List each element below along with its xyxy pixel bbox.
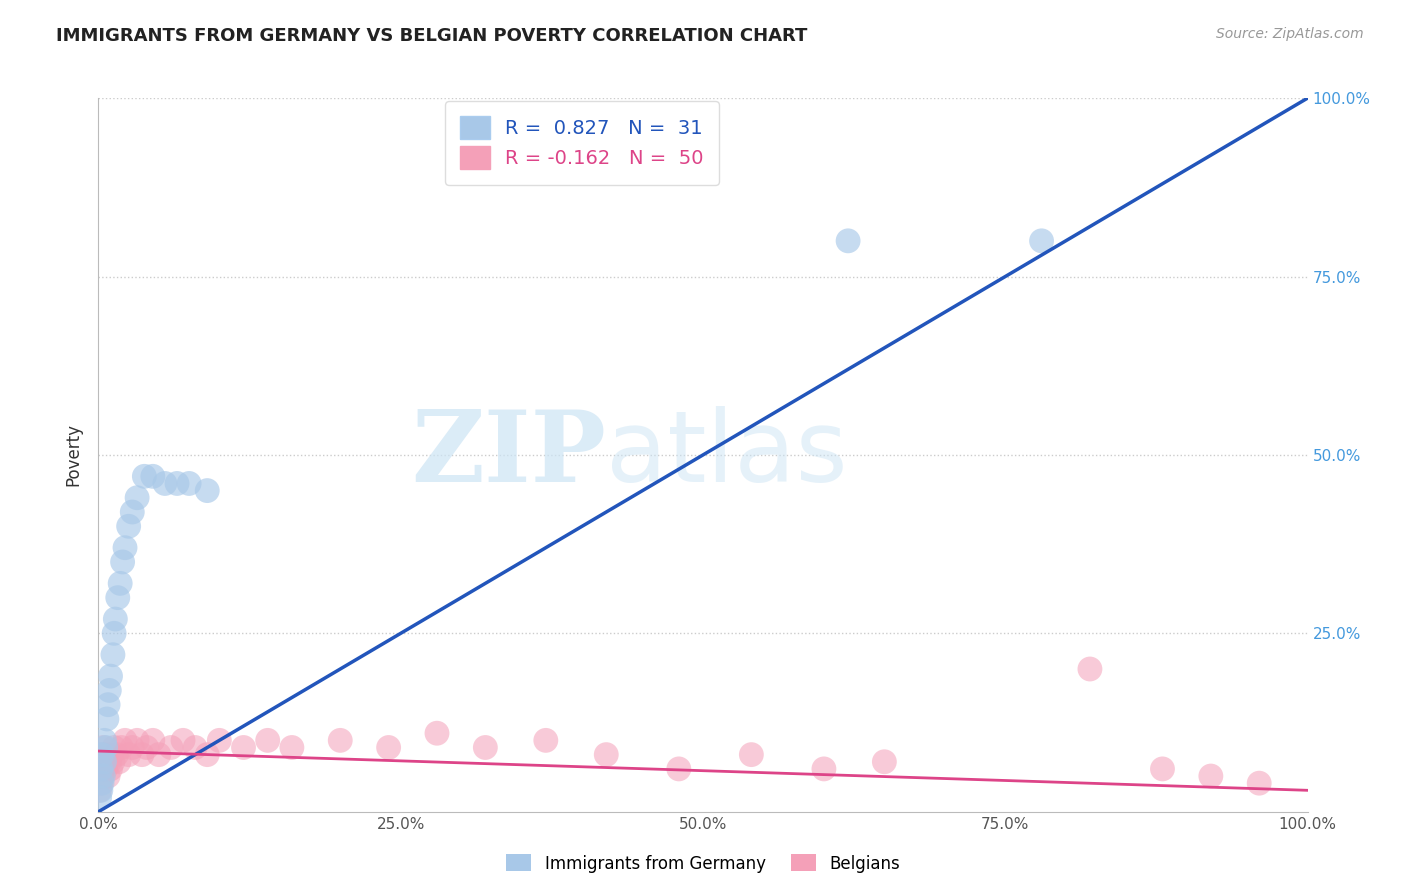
Point — [148, 747, 170, 762]
Point — [142, 469, 165, 483]
Point — [121, 740, 143, 755]
Point — [114, 733, 136, 747]
Point — [195, 747, 218, 762]
Legend: R =  0.827   N =  31, R = -0.162   N =  50: R = 0.827 N = 31, R = -0.162 N = 50 — [444, 101, 720, 185]
Point — [90, 776, 112, 790]
Point — [595, 747, 617, 762]
Point — [208, 733, 231, 747]
Text: atlas: atlas — [606, 407, 848, 503]
Point — [837, 234, 859, 248]
Point — [89, 783, 111, 797]
Y-axis label: Poverty: Poverty — [65, 424, 83, 486]
Point — [90, 755, 112, 769]
Point — [377, 740, 399, 755]
Point — [100, 669, 122, 683]
Point — [118, 747, 141, 762]
Point — [135, 740, 157, 755]
Point — [114, 541, 136, 555]
Point — [153, 476, 176, 491]
Point — [94, 762, 117, 776]
Point — [93, 755, 115, 769]
Point — [97, 769, 120, 783]
Point — [89, 790, 111, 805]
Point — [179, 476, 201, 491]
Point — [97, 698, 120, 712]
Point — [91, 747, 114, 762]
Text: ZIP: ZIP — [412, 407, 606, 503]
Point — [111, 555, 134, 569]
Point — [105, 747, 128, 762]
Point — [107, 591, 129, 605]
Point — [103, 740, 125, 755]
Point — [813, 762, 835, 776]
Point — [94, 740, 117, 755]
Point — [232, 740, 254, 755]
Point — [134, 469, 156, 483]
Point — [127, 733, 149, 747]
Point — [101, 755, 124, 769]
Point — [104, 612, 127, 626]
Point — [172, 733, 194, 747]
Point — [873, 755, 896, 769]
Point — [91, 769, 114, 783]
Point — [108, 755, 131, 769]
Point — [91, 740, 114, 755]
Point — [93, 755, 115, 769]
Point — [98, 755, 121, 769]
Point — [426, 726, 449, 740]
Point — [474, 740, 496, 755]
Point — [108, 576, 131, 591]
Point — [1078, 662, 1101, 676]
Point — [100, 762, 122, 776]
Point — [256, 733, 278, 747]
Point — [90, 762, 112, 776]
Text: Source: ZipAtlas.com: Source: ZipAtlas.com — [1216, 27, 1364, 41]
Point — [89, 769, 111, 783]
Point — [195, 483, 218, 498]
Point — [131, 747, 153, 762]
Point — [1199, 769, 1222, 783]
Point — [101, 648, 124, 662]
Point — [740, 747, 762, 762]
Point — [96, 747, 118, 762]
Point — [91, 776, 114, 790]
Point — [91, 769, 114, 783]
Point — [184, 740, 207, 755]
Point — [90, 783, 112, 797]
Point — [98, 683, 121, 698]
Point — [91, 747, 114, 762]
Point — [1152, 762, 1174, 776]
Point — [96, 712, 118, 726]
Point — [121, 505, 143, 519]
Point — [142, 733, 165, 747]
Point — [1031, 234, 1053, 248]
Point — [100, 747, 122, 762]
Point — [1249, 776, 1271, 790]
Point — [91, 762, 114, 776]
Point — [110, 740, 132, 755]
Point — [329, 733, 352, 747]
Point — [281, 740, 304, 755]
Point — [668, 762, 690, 776]
Text: IMMIGRANTS FROM GERMANY VS BELGIAN POVERTY CORRELATION CHART: IMMIGRANTS FROM GERMANY VS BELGIAN POVER… — [56, 27, 807, 45]
Point — [118, 519, 141, 533]
Point — [534, 733, 557, 747]
Legend: Immigrants from Germany, Belgians: Immigrants from Germany, Belgians — [499, 847, 907, 880]
Point — [103, 626, 125, 640]
Point — [160, 740, 183, 755]
Point — [166, 476, 188, 491]
Point — [127, 491, 149, 505]
Point — [93, 733, 115, 747]
